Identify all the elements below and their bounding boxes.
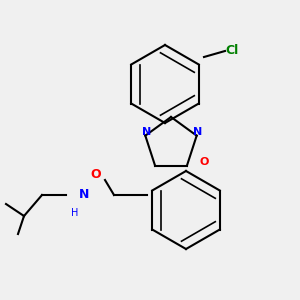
Text: N: N [79,188,89,202]
Text: O: O [91,167,101,181]
Text: Cl: Cl [225,44,238,58]
Text: H: H [71,208,79,218]
Text: N: N [142,127,152,137]
Text: O: O [199,157,209,167]
Text: N: N [194,127,202,137]
